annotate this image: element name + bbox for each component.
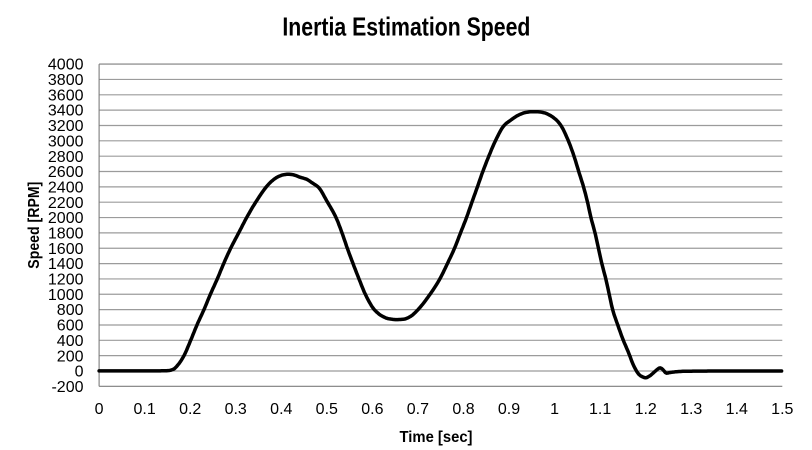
svg-text:-200: -200 [51, 379, 83, 396]
svg-text:2600: 2600 [48, 164, 84, 181]
svg-text:0.2: 0.2 [179, 401, 201, 418]
svg-text:0.6: 0.6 [361, 401, 383, 418]
svg-text:1000: 1000 [48, 287, 84, 304]
svg-text:2800: 2800 [48, 149, 84, 166]
svg-text:1800: 1800 [48, 226, 84, 243]
svg-text:1400: 1400 [48, 256, 84, 273]
svg-text:2400: 2400 [48, 179, 84, 196]
svg-text:0.8: 0.8 [452, 401, 474, 418]
svg-text:600: 600 [57, 318, 84, 335]
svg-text:1.1: 1.1 [589, 401, 611, 418]
svg-text:3000: 3000 [48, 133, 84, 150]
svg-text:1200: 1200 [48, 272, 84, 289]
svg-text:0.4: 0.4 [270, 401, 292, 418]
svg-text:200: 200 [57, 348, 84, 365]
svg-text:0.9: 0.9 [498, 401, 520, 418]
svg-text:Inertia Estimation Speed: Inertia Estimation Speed [282, 12, 530, 42]
svg-text:1.4: 1.4 [726, 401, 748, 418]
svg-text:0.5: 0.5 [316, 401, 338, 418]
svg-text:0.7: 0.7 [407, 401, 429, 418]
svg-text:1: 1 [550, 401, 559, 418]
svg-text:0: 0 [75, 364, 84, 381]
svg-text:2000: 2000 [48, 210, 84, 227]
svg-text:1.3: 1.3 [680, 401, 702, 418]
svg-text:3600: 3600 [48, 87, 84, 104]
svg-text:0.1: 0.1 [133, 401, 155, 418]
svg-text:3800: 3800 [48, 72, 84, 89]
svg-text:400: 400 [57, 333, 84, 350]
svg-text:0: 0 [95, 401, 104, 418]
svg-text:0.3: 0.3 [225, 401, 247, 418]
svg-text:1.5: 1.5 [771, 401, 793, 418]
svg-text:4000: 4000 [48, 57, 84, 74]
svg-text:2200: 2200 [48, 195, 84, 212]
svg-text:3400: 3400 [48, 103, 84, 120]
svg-text:1600: 1600 [48, 241, 84, 258]
svg-text:1.2: 1.2 [635, 401, 657, 418]
svg-text:3200: 3200 [48, 118, 84, 135]
svg-text:Time [sec]: Time [sec] [400, 429, 473, 446]
svg-text:800: 800 [57, 302, 84, 319]
svg-text:Speed [RPM]: Speed [RPM] [26, 182, 43, 269]
